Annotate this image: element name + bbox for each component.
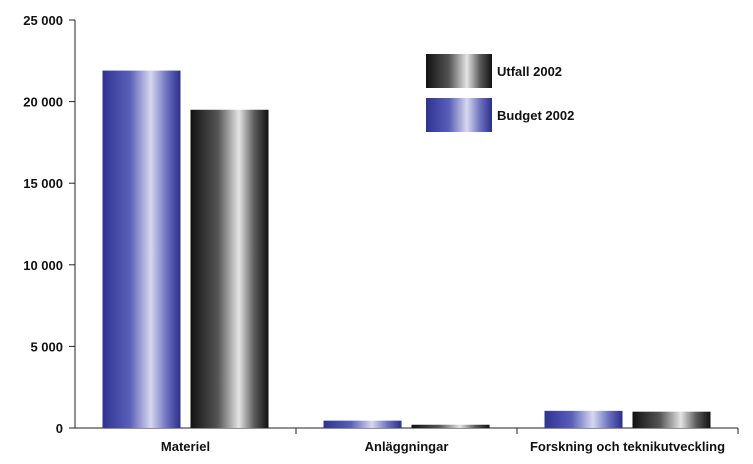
category-label-materiel: Materiel xyxy=(161,439,210,454)
legend-swatch-utfall-2002 xyxy=(426,54,492,88)
category-label-forskning-och-teknikutveckling: Forskning och teknikutveckling xyxy=(530,439,725,454)
bar-utfall-2002-forskning-och-teknikutveckling xyxy=(632,411,711,428)
legend-swatch-budget-2002 xyxy=(426,98,492,132)
y-tick-label: 5 000 xyxy=(30,339,63,354)
y-tick-label: 25 000 xyxy=(23,13,63,28)
y-tick-label: 15 000 xyxy=(23,176,63,191)
bar-budget-2002-anl-ggningar xyxy=(323,420,402,428)
bar-budget-2002-materiel xyxy=(102,70,181,428)
category-label-anl-ggningar: Anläggningar xyxy=(365,439,449,454)
legend-label-utfall-2002: Utfall 2002 xyxy=(497,64,562,79)
y-axis-ticks: 0 5 000 10 000 15 000 20 000 25 000 xyxy=(23,13,75,436)
legend-label-budget-2002: Budget 2002 xyxy=(497,108,574,123)
bar-utfall-2002-materiel xyxy=(190,109,269,428)
bar-budget-2002-forskning-och-teknikutveckling xyxy=(544,410,623,428)
y-tick-label: 0 xyxy=(56,421,63,436)
legend: Utfall 2002 Budget 2002 xyxy=(426,54,574,132)
category-labels: Materiel Anläggningar Forskning och teknik… xyxy=(161,439,725,454)
y-tick-label: 10 000 xyxy=(23,258,63,273)
y-tick-label: 20 000 xyxy=(23,95,63,110)
bars-group xyxy=(102,70,711,428)
x-axis-ticks xyxy=(295,428,739,434)
bar-utfall-2002-anl-ggningar xyxy=(411,424,490,428)
